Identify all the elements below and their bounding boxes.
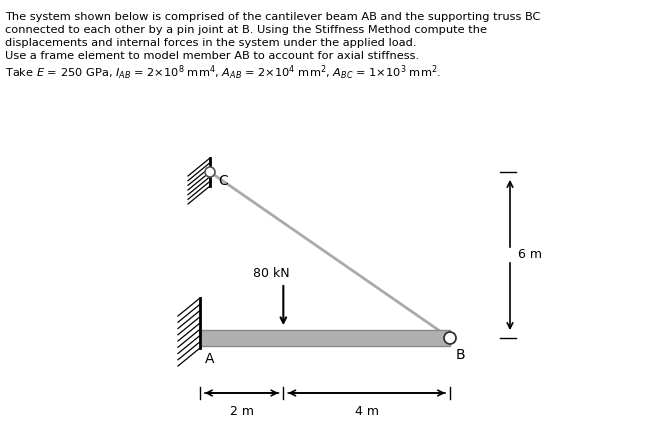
Text: displacements and internal forces in the system under the applied load.: displacements and internal forces in the… [5,38,417,48]
Text: The system shown below is comprised of the cantilever beam AB and the supporting: The system shown below is comprised of t… [5,12,540,22]
Polygon shape [200,330,450,346]
Text: C: C [218,174,228,188]
Text: 2 m: 2 m [230,405,254,418]
Text: Take $E$ = 250 GPa, $I_{AB}$ = 2×10$^8$ mm$^4$, $A_{AB}$ = 2×10$^4$ mm$^2$, $A_{: Take $E$ = 250 GPa, $I_{AB}$ = 2×10$^8$ … [5,64,441,82]
Text: 4 m: 4 m [355,405,378,418]
Circle shape [205,167,215,177]
Text: Use a frame element to model member AB to account for axial stiffness.: Use a frame element to model member AB t… [5,51,419,61]
Text: connected to each other by a pin joint at B. Using the Stiffness Method compute : connected to each other by a pin joint a… [5,25,487,35]
Text: 6 m: 6 m [518,249,542,262]
Text: B: B [456,348,466,362]
Text: A: A [205,352,214,366]
Circle shape [444,332,456,344]
Text: 80 kN: 80 kN [254,267,290,280]
